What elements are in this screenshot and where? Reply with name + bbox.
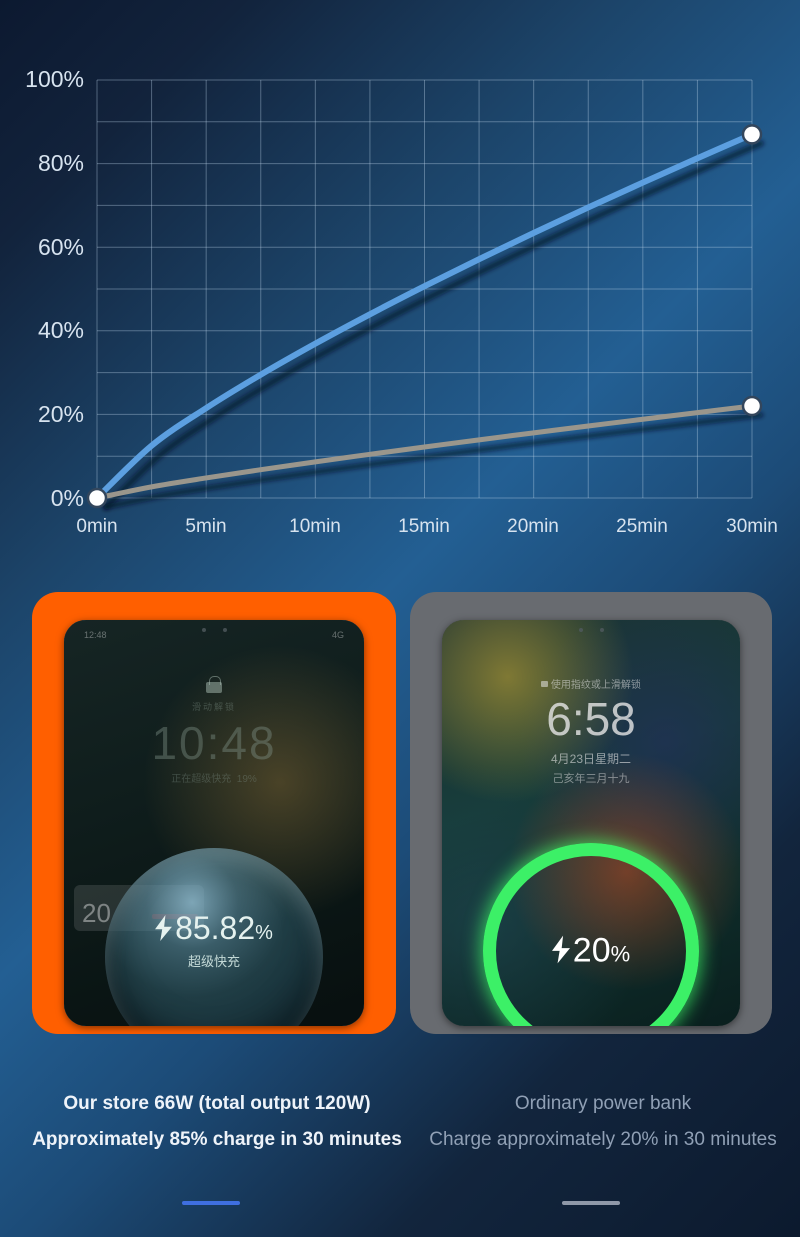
svg-text:20%: 20% bbox=[38, 401, 84, 427]
svg-text:15min: 15min bbox=[398, 516, 450, 537]
svg-text:100%: 100% bbox=[25, 66, 84, 92]
svg-text:60%: 60% bbox=[38, 234, 84, 260]
svg-text:40%: 40% bbox=[38, 317, 84, 343]
svg-text:20min: 20min bbox=[507, 516, 559, 537]
svg-text:80%: 80% bbox=[38, 150, 84, 176]
svg-text:0%: 0% bbox=[51, 485, 84, 511]
svg-text:10min: 10min bbox=[289, 516, 341, 537]
svg-text:30min: 30min bbox=[726, 516, 778, 537]
svg-text:25min: 25min bbox=[616, 516, 668, 537]
svg-text:5min: 5min bbox=[185, 516, 226, 537]
svg-text:0min: 0min bbox=[76, 516, 117, 537]
